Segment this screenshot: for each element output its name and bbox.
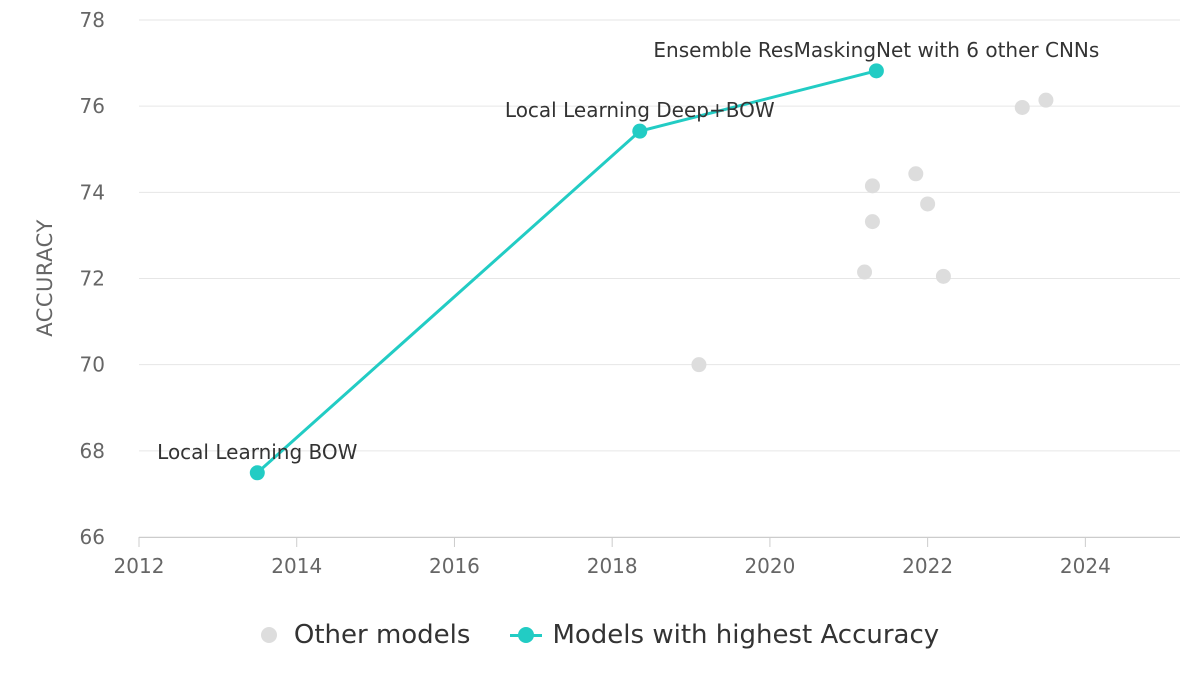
other-model-point bbox=[935, 268, 951, 284]
other-model-point bbox=[908, 166, 924, 182]
other-model-point bbox=[691, 357, 707, 373]
x-tick-label: 2016 bbox=[429, 554, 480, 578]
best-model-annotation: Ensemble ResMaskingNet with 6 other CNNs bbox=[653, 38, 1099, 62]
annotations: Local Learning BOW Local Learning Deep+BO… bbox=[157, 38, 1099, 464]
legend-item-other-models[interactable]: Other models bbox=[260, 620, 471, 650]
axes: 66 68 70 72 74 76 78 2012 2014 2016 2018 2020 2022 20… bbox=[80, 8, 1180, 578]
legend-item-best-models[interactable]: Models with highest Accuracy bbox=[510, 620, 939, 650]
best-model-line bbox=[256, 69, 877, 474]
y-axis-label: ACCURACY bbox=[33, 219, 57, 337]
grid-lines bbox=[139, 19, 1180, 538]
y-tick-label: 76 bbox=[80, 94, 105, 118]
best-model-point bbox=[632, 123, 648, 139]
y-tick-label: 78 bbox=[80, 8, 105, 32]
x-tick-label: 2020 bbox=[744, 554, 795, 578]
x-tick-label: 2024 bbox=[1060, 554, 1111, 578]
y-tick-label: 68 bbox=[80, 439, 105, 463]
other-model-point bbox=[864, 214, 880, 230]
legend-label-other-models: Other models bbox=[293, 620, 471, 650]
other-model-point bbox=[864, 178, 880, 194]
y-tick-label: 66 bbox=[80, 525, 105, 549]
other-model-point bbox=[1014, 99, 1030, 115]
accuracy-chart: 66 68 70 72 74 76 78 2012 2014 2016 2018 2020 2022 20… bbox=[33, 8, 1180, 578]
best-model-annotation: Local Learning Deep+BOW bbox=[505, 98, 775, 122]
grey-dot-icon bbox=[260, 627, 277, 643]
y-tick-label: 72 bbox=[80, 267, 105, 291]
legend: Other models Models with highest Accurac… bbox=[0, 612, 1200, 658]
legend-label-best-models: Models with highest Accuracy bbox=[552, 620, 940, 650]
best-models-line bbox=[256, 69, 877, 474]
other-model-point bbox=[857, 264, 873, 280]
y-tick-label: 70 bbox=[80, 353, 105, 377]
y-tick-label: 74 bbox=[80, 180, 105, 204]
other-model-point bbox=[920, 196, 936, 212]
teal-line-marker-icon bbox=[510, 627, 543, 643]
x-tick-label: 2022 bbox=[902, 554, 953, 578]
best-model-annotation: Local Learning BOW bbox=[157, 440, 357, 464]
best-model-point bbox=[249, 465, 265, 481]
other-model-point bbox=[1038, 92, 1054, 108]
best-model-point bbox=[868, 63, 884, 79]
x-tick-label: 2018 bbox=[587, 554, 638, 578]
x-tick-label: 2012 bbox=[114, 554, 165, 578]
data-points bbox=[249, 63, 1054, 481]
x-tick-label: 2014 bbox=[271, 554, 322, 578]
